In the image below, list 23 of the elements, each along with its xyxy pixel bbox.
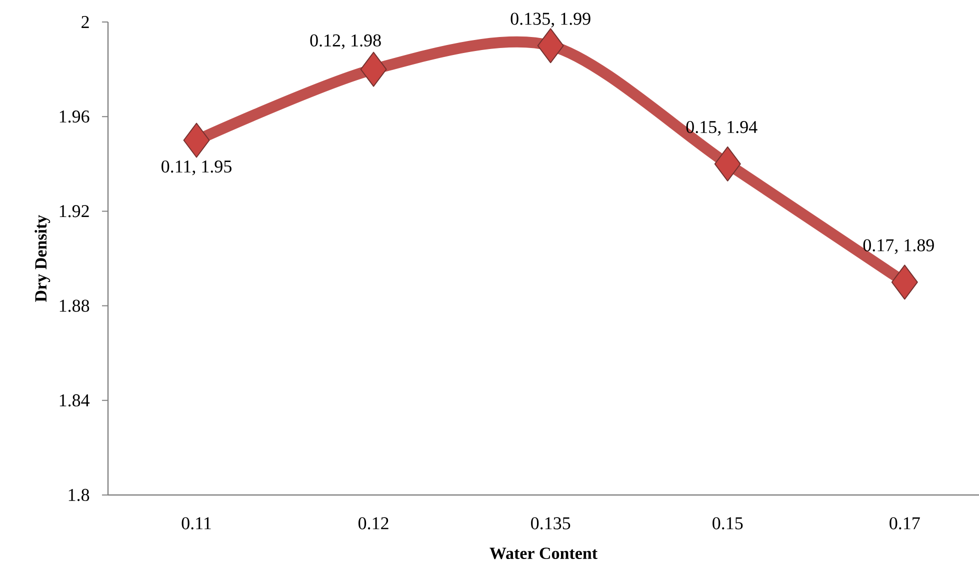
point [183, 122, 210, 158]
y-tick-label: 1.88 [60, 300, 90, 312]
x-tick-label: 0.17 [890, 517, 920, 530]
data-label: 0.12, 1.98 [310, 34, 381, 50]
x-tick-label: 0.15 [712, 517, 743, 530]
x-tick-label: 0.135 [531, 517, 570, 530]
y-tick-label: 1.8 [68, 488, 90, 502]
y-tick-label: 1.96 [60, 110, 90, 123]
x-axis-title: Water Content [490, 548, 598, 560]
data-label: 0.17, 1.89 [863, 239, 934, 254]
x-tick-label: 0.12 [358, 517, 388, 530]
data-label: 0.135, 1.99 [510, 12, 590, 28]
data-label: 0.11, 1.95 [162, 160, 232, 176]
data-label: 0.15, 1.94 [686, 120, 758, 136]
point [360, 52, 387, 87]
point [891, 264, 918, 300]
point [537, 28, 564, 64]
y-tick-label: 1.84 [60, 394, 90, 407]
y-tick-label: 1.92 [60, 205, 89, 218]
y-axis-title: Dry Density [34, 215, 50, 302]
x-tick-label: 0.11 [182, 517, 211, 530]
y-tick-label: 2 [82, 16, 89, 28]
point [714, 146, 741, 182]
